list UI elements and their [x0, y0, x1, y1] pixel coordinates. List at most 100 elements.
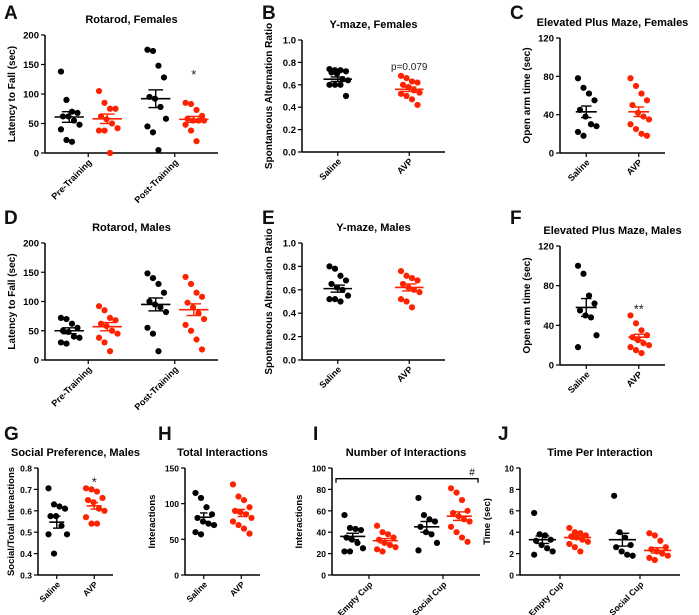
- x-tick-label: Pre-Training: [49, 364, 93, 408]
- panel-letter: A: [4, 3, 18, 24]
- data-point-avp: [410, 87, 418, 94]
- y-tick-label: 0.8: [283, 58, 296, 69]
- significance-annotation: *: [191, 67, 196, 82]
- panel-title: Social Preference, Males: [11, 447, 140, 459]
- data-point-avp: [384, 531, 392, 538]
- x-tick-label: Social Cup: [410, 579, 448, 615]
- data-point-saline: [210, 521, 218, 529]
- data-point-saline: [50, 501, 58, 508]
- data-point-avp: [240, 525, 248, 532]
- y-axis-label: Open arm time (sec): [522, 257, 533, 353]
- data-point-avp: [187, 280, 195, 288]
- data-point-saline: [149, 129, 157, 136]
- y-tick-label: 150: [165, 464, 179, 474]
- y-tick-label: 0: [321, 571, 326, 581]
- y-tick-label: 0.7: [20, 485, 32, 495]
- data-point-saline: [574, 262, 582, 269]
- data-point-saline: [544, 545, 551, 552]
- data-point-saline: [192, 489, 199, 497]
- data-point-avp: [229, 518, 237, 525]
- data-point-saline: [346, 524, 354, 532]
- data-point-avp: [638, 130, 645, 137]
- data-point-avp: [373, 546, 381, 553]
- y-tick-label: 0.3: [20, 571, 32, 581]
- data-point-saline: [613, 544, 620, 551]
- data-point-saline: [580, 270, 587, 277]
- panel-letter: C: [510, 3, 524, 24]
- data-point-saline: [160, 74, 168, 81]
- y-tick-label: 80: [543, 281, 554, 292]
- data-point-saline: [582, 312, 589, 319]
- y-tick-label: 0: [174, 571, 179, 581]
- data-point-avp: [84, 497, 92, 504]
- data-point-saline: [63, 340, 70, 347]
- data-point-saline: [144, 123, 151, 130]
- data-point-saline: [576, 307, 584, 314]
- data-point-saline: [344, 292, 352, 299]
- y-tick-label: 1.0: [283, 36, 296, 47]
- data-point-saline: [76, 334, 83, 341]
- panel-letter: H: [158, 424, 172, 445]
- y-tick-label: 20: [317, 549, 327, 559]
- data-point-saline: [74, 109, 81, 116]
- data-point-avp: [93, 488, 101, 495]
- data-point-saline: [155, 348, 162, 355]
- bracket-label: #: [469, 468, 475, 479]
- data-point-avp: [643, 132, 651, 139]
- data-point-saline: [415, 494, 422, 502]
- y-tick-label: 0.4: [20, 549, 32, 559]
- data-point-saline: [627, 541, 634, 549]
- data-point-avp: [646, 530, 653, 537]
- data-point-saline: [352, 525, 359, 533]
- y-axis-label: Interactions: [294, 495, 305, 549]
- panel-e: E Y-maze, Males Spontaneous Alternation Ra…: [262, 208, 445, 390]
- y-tick-label: 40: [317, 528, 327, 538]
- data-point-avp: [447, 523, 455, 530]
- data-point-saline: [149, 275, 157, 282]
- data-point-avp: [390, 534, 397, 541]
- data-point-saline: [157, 304, 164, 311]
- y-tick-label: 0: [509, 571, 514, 581]
- y-tick-label: 100: [312, 464, 326, 474]
- data-point-saline: [415, 547, 422, 554]
- panel-letter: I: [313, 424, 318, 445]
- y-tick-label: 40: [543, 321, 554, 332]
- data-point-avp: [182, 321, 189, 328]
- y-tick-label: 100: [23, 297, 39, 308]
- data-point-avp: [397, 296, 405, 303]
- data-point-avp: [566, 524, 573, 532]
- data-point-saline: [585, 90, 593, 97]
- y-tick-label: 0.4: [283, 103, 297, 114]
- panel-title: Elevated Plus Maze, Males: [543, 225, 681, 237]
- data-point-avp: [408, 78, 416, 85]
- data-point-avp: [184, 299, 191, 306]
- data-point-saline: [146, 298, 153, 305]
- data-point-saline: [57, 126, 65, 133]
- data-point-avp: [584, 538, 591, 545]
- y-tick-label: 0.4: [283, 309, 297, 320]
- data-point-saline: [574, 128, 582, 136]
- data-point-saline: [144, 46, 151, 53]
- data-point-avp: [101, 339, 108, 346]
- y-axis-label: Spontaneous Alternation Ratio: [264, 23, 275, 169]
- data-point-avp: [379, 529, 386, 536]
- y-tick-label: 50: [170, 535, 180, 545]
- data-point-avp: [193, 336, 200, 343]
- data-point-avp: [373, 522, 381, 529]
- data-point-avp: [198, 293, 206, 300]
- data-point-saline: [629, 552, 636, 559]
- data-point-saline: [331, 81, 339, 88]
- significance-annotation: *: [92, 474, 97, 489]
- data-point-avp: [408, 275, 416, 282]
- data-point-avp: [101, 127, 108, 134]
- data-point-avp: [397, 267, 405, 275]
- x-tick-label: Saline: [184, 579, 209, 604]
- data-point-avp: [453, 489, 460, 496]
- data-point-saline: [68, 320, 76, 327]
- data-point-saline: [326, 81, 333, 88]
- y-tick-label: 60: [317, 506, 327, 516]
- data-point-saline: [433, 539, 441, 547]
- data-point-avp: [414, 79, 421, 86]
- y-tick-label: 80: [317, 485, 327, 495]
- panel-letter: J: [498, 424, 509, 445]
